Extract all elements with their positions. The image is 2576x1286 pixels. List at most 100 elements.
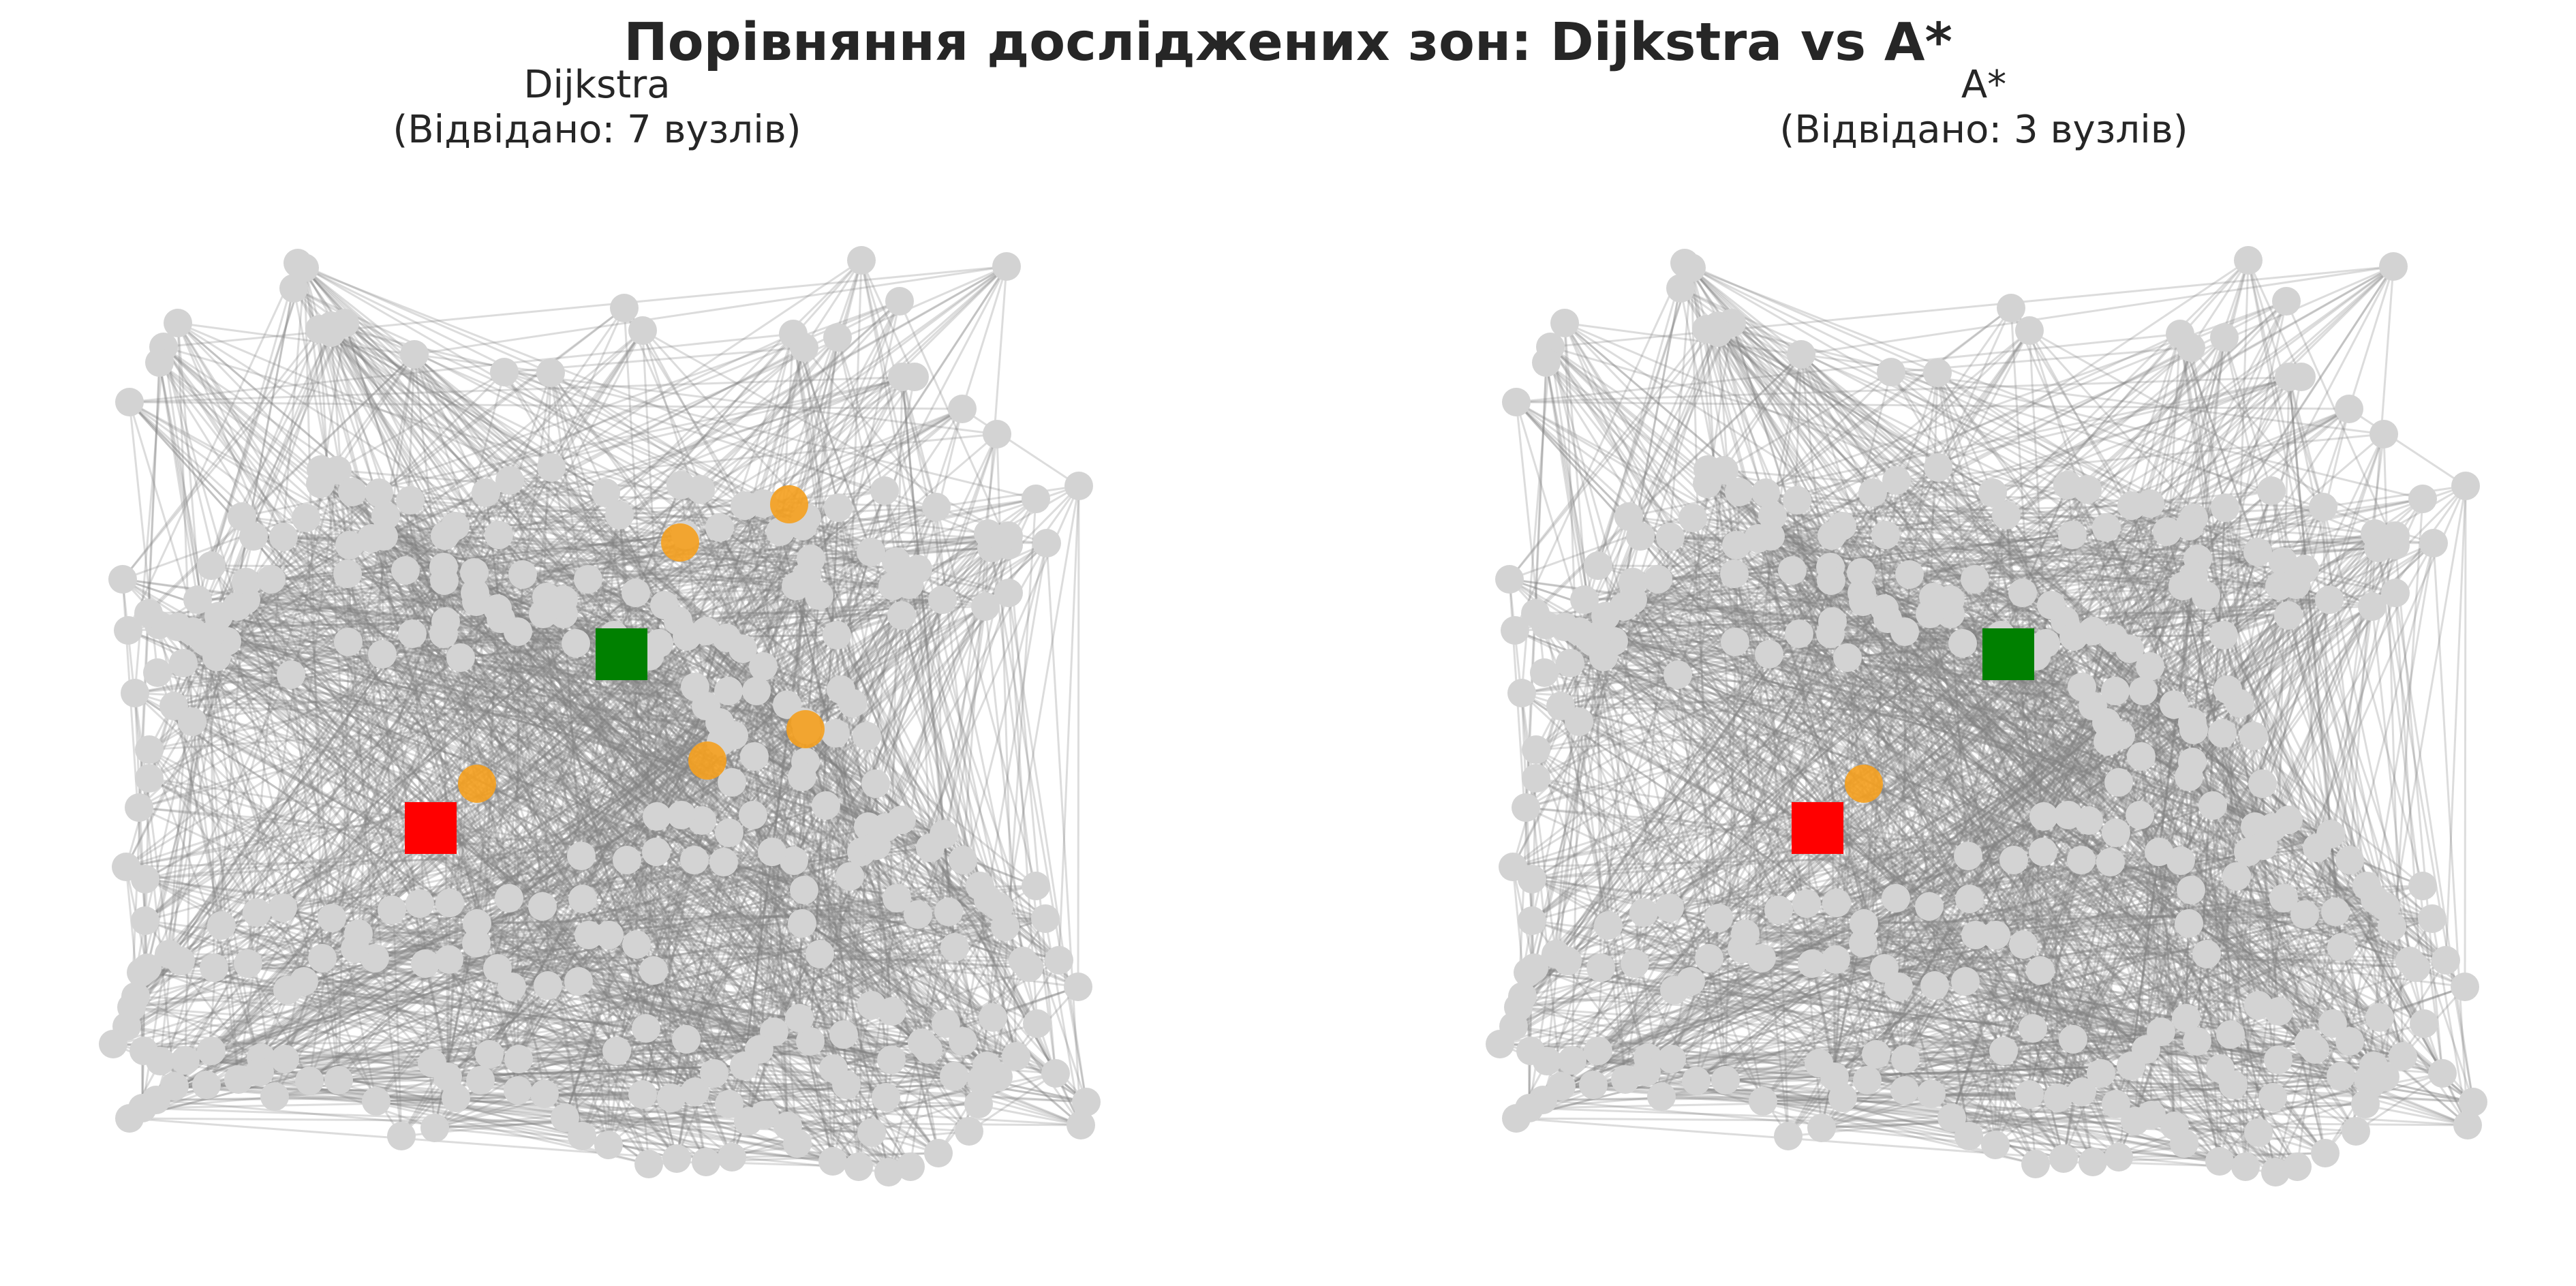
graph-node: [2342, 1117, 2370, 1146]
graph-edge: [135, 995, 775, 1033]
graph-node: [1882, 884, 1910, 913]
graph-node: [1721, 628, 1749, 656]
graph-node: [2175, 763, 2203, 791]
graph-node: [1948, 629, 1977, 658]
graph-edge: [347, 572, 838, 637]
graph-edge: [155, 1097, 457, 1101]
graph-edge: [448, 690, 757, 961]
graph-edge: [743, 558, 812, 1067]
graph-edge: [848, 433, 998, 877]
graph-edge: [1904, 505, 2133, 1060]
graph-node: [1594, 911, 1623, 940]
graph-edge: [273, 580, 446, 1097]
graph-edge: [2224, 507, 2306, 915]
graph-edge: [488, 525, 804, 1055]
graph-node: [1067, 1111, 1095, 1139]
graph-edge: [318, 328, 549, 986]
graph-edge: [112, 859, 695, 1045]
graph-edge: [284, 605, 986, 1060]
graph-node: [681, 1077, 709, 1106]
graph-node: [183, 585, 212, 614]
graph-node: [1663, 660, 1692, 689]
graph-edge: [1936, 372, 2117, 1105]
graph-node: [1522, 764, 1550, 793]
graph-edge: [158, 624, 945, 836]
graph-edge: [1569, 662, 1678, 676]
graph-edge: [795, 585, 893, 1012]
graph-node: [1558, 1046, 1586, 1075]
graph-edge: [885, 376, 904, 1098]
graph-edge: [508, 560, 897, 900]
graph-edge: [542, 781, 733, 908]
graph-edge: [1723, 469, 1993, 494]
graph-node: [2079, 692, 2107, 720]
graph-edge: [510, 585, 894, 988]
graph-edge: [752, 814, 834, 1162]
graph-edge: [2285, 301, 2397, 546]
graph-edge: [221, 814, 682, 927]
graph-edge: [679, 485, 988, 1067]
graph-node: [2410, 1009, 2438, 1038]
graph-edge: [2192, 517, 2387, 1077]
graph-node: [922, 493, 951, 521]
graph-edge: [562, 599, 696, 1092]
graph-edge: [517, 631, 893, 1060]
graph-edge: [1544, 534, 2073, 674]
graph-edge: [196, 267, 306, 600]
graph-edge: [448, 489, 702, 904]
graph-edge: [476, 408, 963, 603]
graph-edge: [1531, 504, 2132, 922]
graph-edge: [177, 265, 1007, 628]
graph-edge: [564, 844, 877, 1119]
graph-edge: [2303, 568, 2318, 848]
graph-edge: [321, 599, 565, 959]
graph-edge: [319, 483, 590, 936]
graph-edge: [112, 885, 981, 1045]
graph-edge: [134, 692, 1024, 962]
graph-edge: [1744, 371, 1892, 934]
graph-node: [2361, 885, 2389, 914]
graph-node: [1936, 585, 1965, 614]
graph-edge: [618, 515, 673, 1099]
graph-edge: [409, 500, 678, 1159]
graph-edge: [475, 601, 510, 899]
graph-node: [435, 889, 464, 917]
graph-node: [1678, 504, 1707, 532]
graph-node: [2311, 1139, 2340, 1167]
graph-edge: [378, 492, 403, 1137]
graph-edge: [497, 534, 583, 857]
graph-edge: [1603, 656, 2374, 1067]
start-node-marker: [596, 628, 647, 680]
graph-node: [207, 911, 236, 940]
graph-edge: [1560, 705, 2107, 724]
graph-node: [844, 1152, 873, 1181]
graph-edge: [173, 705, 720, 724]
graph-edge: [454, 525, 658, 853]
graph-edge: [215, 371, 506, 658]
graph-edge: [655, 851, 746, 1067]
graph-edge: [550, 371, 902, 617]
graph-edge: [121, 579, 176, 1087]
graph-node: [2044, 1084, 2072, 1112]
graph-node: [2172, 1004, 2201, 1032]
graph-node: [882, 547, 910, 576]
graph-edge: [2282, 561, 2404, 1057]
graph-edge: [282, 859, 628, 909]
graph-edge: [795, 585, 947, 1024]
graph-node: [369, 522, 398, 551]
graph-node: [269, 893, 297, 922]
graph-node: [628, 316, 657, 345]
graph-edge: [1563, 322, 2031, 1095]
graph-node: [780, 846, 808, 875]
graph-edge: [626, 859, 1060, 962]
graph-node: [2295, 1028, 2323, 1057]
graph-node: [994, 579, 1023, 607]
graph-node: [1023, 1009, 1052, 1038]
graph-edge: [476, 910, 949, 925]
graph-node: [2239, 722, 2268, 750]
graph-edge: [2464, 485, 2467, 988]
graph-edge: [2066, 485, 2375, 1067]
graph-edge: [2254, 826, 2387, 1077]
graph-edge: [564, 704, 788, 1118]
